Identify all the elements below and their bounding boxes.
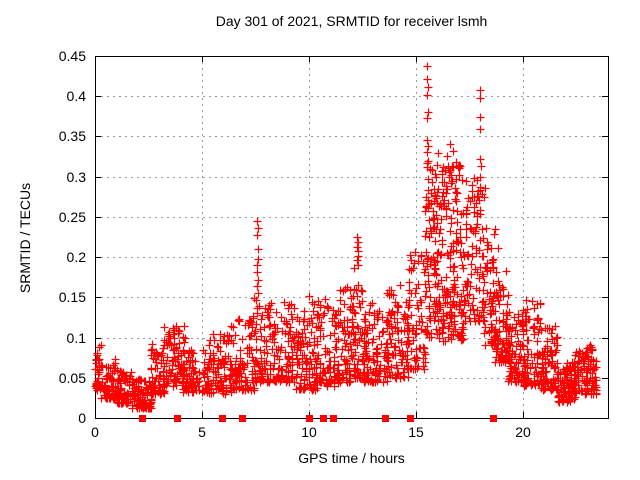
y-tick-label: 0.3 <box>66 169 86 185</box>
x-tick-label: 5 <box>198 424 206 440</box>
y-tick-label: 0.25 <box>58 209 86 225</box>
y-tick-label: 0.45 <box>58 48 86 64</box>
baseline-square-points <box>139 415 497 422</box>
y-tick-label: 0.4 <box>66 88 86 104</box>
y-tick-label: 0.15 <box>58 289 86 305</box>
x-tick-label: 0 <box>91 424 99 440</box>
y-tick-label: 0.1 <box>66 330 86 346</box>
x-tick-label: 20 <box>515 424 531 440</box>
scatter-points <box>91 62 601 413</box>
y-tick-label: 0.05 <box>58 370 86 386</box>
chart-title: Day 301 of 2021, SRMTID for receiver lsm… <box>215 13 488 29</box>
y-tick-label: 0.2 <box>66 249 86 265</box>
x-tick-label: 15 <box>408 424 424 440</box>
x-axis-label: GPS time / hours <box>298 450 405 466</box>
y-tick-label: 0.35 <box>58 128 86 144</box>
y-tick-label: 0 <box>78 410 86 426</box>
x-tick-label: 10 <box>301 424 317 440</box>
